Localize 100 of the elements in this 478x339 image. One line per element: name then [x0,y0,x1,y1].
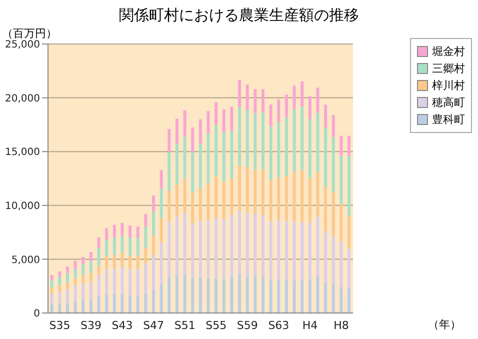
bar [324,104,328,128]
bar [230,130,234,179]
bar [340,136,343,156]
bar [136,226,140,238]
bar [175,118,178,144]
bar [348,248,351,289]
bar [168,190,171,222]
bar [206,278,210,313]
bar [50,280,54,288]
bar [160,188,163,218]
bar [348,216,351,249]
bar [144,214,148,227]
bar [198,119,202,144]
bar [97,237,100,248]
bar [332,284,335,313]
bar [316,172,320,217]
bar [175,275,178,313]
bar [152,254,156,290]
y-axis-title: （百万円） [2,26,57,40]
x-tick-label: S51 [174,318,196,332]
bar [82,264,85,276]
bar [160,242,163,285]
bar [332,236,335,284]
bar [128,256,132,270]
bar [183,178,186,214]
bar [144,263,148,294]
bar [112,237,116,255]
bar [230,178,234,215]
bar [136,295,140,313]
bar [316,216,320,276]
bar [300,81,304,106]
bar [97,274,100,297]
bar [222,109,226,132]
bar [74,278,77,286]
x-tick-label: S59 [236,318,258,332]
x-tick-label: S35 [49,318,70,332]
bar [206,220,210,278]
bar [206,134,210,184]
bar [230,214,234,277]
bar [74,260,77,269]
bar [324,128,328,187]
bar [332,137,335,192]
bar [128,295,132,313]
legend-label: 堀金村 [432,44,465,59]
bar [222,132,226,182]
bar [168,222,171,277]
bar [308,96,312,120]
bar [300,280,304,313]
bar [254,214,257,276]
bar [246,167,249,212]
bar [112,254,116,268]
bar [58,292,62,304]
bar [324,231,328,283]
bar [82,256,85,264]
bar [97,296,100,313]
bar [175,216,178,276]
bar [198,188,202,222]
bar [120,236,124,253]
bar [277,178,280,220]
bar [284,221,288,280]
bar [82,283,85,300]
bar [340,204,343,242]
bar [191,192,194,224]
bar [128,238,132,256]
bar [82,300,85,313]
bar [262,276,264,313]
bar [230,106,234,131]
bar [246,110,249,168]
bar [74,268,77,278]
bar [246,84,249,110]
bar [246,212,249,277]
bar [340,156,343,204]
bar [332,115,335,138]
bar [254,89,257,114]
bar [277,122,280,178]
legend-label: 穂高町 [432,95,465,110]
bar [238,210,242,275]
bar [269,180,272,222]
bar [262,112,264,170]
bar [308,222,312,280]
bar [230,276,234,313]
bar [89,282,92,300]
bar [348,156,351,216]
bar [292,172,296,222]
bar [269,104,272,126]
bar [152,236,156,255]
y-tick-label: 20,000 [5,93,40,104]
bar [222,279,226,313]
bar [89,273,92,282]
bar [269,221,272,280]
bar [269,280,272,313]
bar [238,166,242,211]
bar [292,86,296,109]
bar [348,136,351,156]
bar [222,181,226,220]
bar [300,106,304,170]
bar [105,228,108,240]
text: （年） [428,317,461,332]
bar [308,119,312,178]
bar [348,288,351,313]
